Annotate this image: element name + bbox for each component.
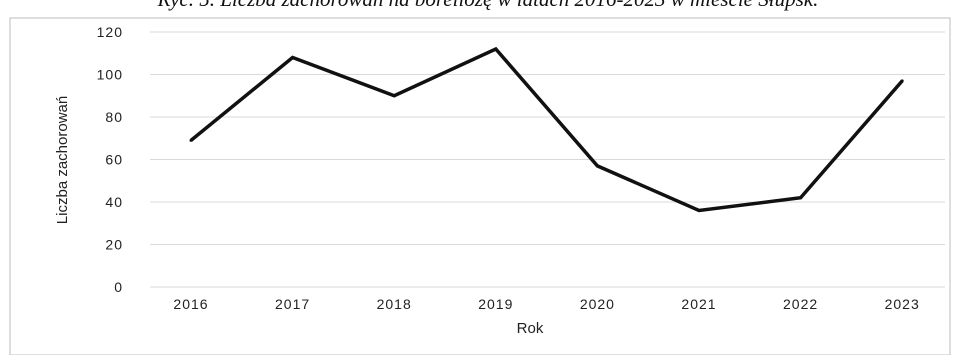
gridlines xyxy=(150,31,945,288)
x-tick-label: 2021 xyxy=(681,296,716,312)
y-tick-label: 20 xyxy=(105,237,123,253)
x-tick-label: 2022 xyxy=(783,296,818,312)
data-point xyxy=(595,164,599,168)
x-tick-labels: 2016 2017 2018 2019 2020 2021 2022 2023 xyxy=(173,296,920,312)
chart-title: Ryc. 5. Liczba zachorowań na boreliozę w… xyxy=(157,0,819,11)
x-tick-label: 2016 xyxy=(173,296,208,312)
x-tick-label: 2023 xyxy=(885,296,920,312)
x-tick-label: 2017 xyxy=(275,296,310,312)
x-axis-title: Rok xyxy=(517,320,544,337)
y-tick-labels: 0 20 40 60 80 100 120 xyxy=(97,24,123,295)
data-point xyxy=(291,56,295,59)
series-line xyxy=(189,46,904,213)
x-tick-label: 2018 xyxy=(377,296,412,312)
y-tick-label: 120 xyxy=(97,24,123,40)
data-point xyxy=(900,79,904,83)
data-point xyxy=(189,138,193,142)
y-tick-label: 60 xyxy=(105,152,123,168)
y-tick-label: 40 xyxy=(105,194,123,210)
x-tick-label: 2020 xyxy=(580,296,615,312)
y-tick-label: 0 xyxy=(114,279,123,295)
data-point xyxy=(697,209,701,212)
data-point xyxy=(799,196,803,200)
series-layer xyxy=(189,46,904,213)
y-tick-label: 100 xyxy=(97,67,123,83)
data-point xyxy=(392,94,396,98)
data-point xyxy=(494,47,498,51)
y-axis-title: Liczba zachorowań xyxy=(54,96,71,224)
x-tick-label: 2019 xyxy=(478,296,513,312)
y-tick-label: 80 xyxy=(105,109,123,125)
